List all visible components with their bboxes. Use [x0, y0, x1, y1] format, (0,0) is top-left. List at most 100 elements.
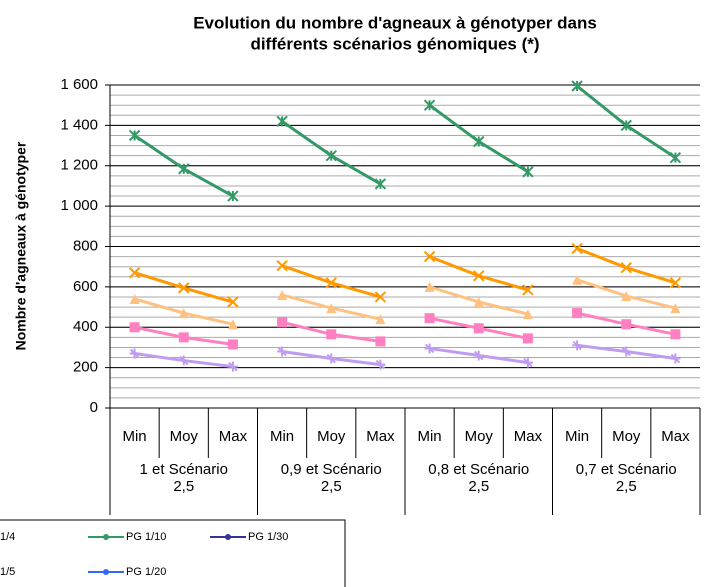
point: [227, 319, 238, 330]
group-label: 2,5: [616, 478, 637, 495]
legend-label: 1/4: [0, 531, 15, 543]
point: [669, 277, 682, 289]
x-tick-label: Min: [565, 428, 589, 445]
point: [571, 80, 583, 92]
point: [276, 115, 288, 128]
point: [129, 293, 140, 304]
point: [424, 313, 435, 324]
point: [473, 135, 485, 148]
legend-label: 1/5: [0, 566, 15, 578]
group-label: 0,8 et Scénario: [428, 461, 529, 478]
group-label: 2,5: [173, 478, 194, 495]
point: [374, 291, 387, 303]
point: [129, 348, 140, 359]
y-tick-label: 400: [73, 318, 98, 335]
point: [277, 289, 288, 300]
point: [670, 303, 681, 314]
point: [620, 119, 632, 132]
x-tick-label: Max: [366, 428, 395, 445]
point: [572, 274, 583, 285]
point: [178, 355, 189, 366]
y-tick-label: 1 200: [60, 157, 98, 174]
point: [621, 346, 632, 357]
point: [424, 281, 435, 292]
point: [473, 323, 484, 334]
point: [326, 353, 337, 364]
point: [326, 303, 337, 314]
point: [522, 309, 533, 320]
point: [473, 297, 484, 308]
x-tick-label: Min: [122, 428, 146, 445]
y-tick-label: 600: [73, 278, 98, 295]
point: [276, 259, 288, 272]
chart-title: différents scénarios génomiques (*): [250, 34, 539, 53]
point: [572, 340, 583, 351]
point: [326, 329, 337, 340]
point: [571, 242, 583, 255]
point: [572, 308, 583, 319]
point: [227, 190, 239, 202]
point: [325, 149, 337, 162]
point: [227, 339, 238, 350]
point: [424, 343, 435, 354]
point: [178, 308, 189, 319]
point: [277, 346, 288, 357]
point: [522, 284, 534, 296]
point: [227, 361, 238, 372]
y-tick-label: 800: [73, 237, 98, 254]
y-tick-label: 1 400: [60, 116, 98, 133]
point: [473, 350, 484, 361]
series-line: [281, 264, 381, 299]
point: [128, 129, 141, 142]
point: [277, 317, 288, 328]
point: [621, 319, 632, 330]
series-line: [429, 255, 529, 292]
legend-label: PG 1/30: [248, 531, 288, 543]
legend-box: [0, 519, 346, 587]
legend-label: PG 1/10: [126, 531, 166, 543]
group-label: 1 et Scénario: [140, 461, 228, 478]
point: [669, 151, 682, 164]
point: [522, 166, 534, 178]
point: [375, 336, 386, 347]
x-tick-label: Min: [270, 428, 294, 445]
point: [473, 270, 485, 282]
point: [178, 163, 190, 175]
x-tick-label: Moy: [317, 428, 346, 445]
series-line: [576, 247, 676, 285]
group-label: 0,9 et Scénario: [281, 461, 382, 478]
point: [128, 267, 141, 279]
point: [227, 296, 239, 308]
legend-marker: [225, 534, 231, 540]
y-tick-label: 0: [90, 399, 98, 416]
point: [621, 290, 632, 301]
group-label: 2,5: [321, 478, 342, 495]
x-tick-label: Max: [661, 428, 690, 445]
point: [374, 178, 387, 190]
point: [423, 99, 436, 111]
y-tick-label: 1 000: [60, 197, 98, 214]
x-tick-label: Min: [417, 428, 441, 445]
point: [522, 357, 533, 368]
point: [522, 333, 533, 344]
point: [670, 329, 681, 340]
point: [178, 282, 190, 294]
legend-marker: [103, 534, 109, 540]
point: [375, 314, 386, 325]
x-tick-label: Moy: [465, 428, 494, 445]
legend-label: PG 1/20: [126, 566, 166, 578]
point: [670, 353, 681, 364]
x-tick-label: Moy: [612, 428, 641, 445]
x-tick-label: Max: [514, 428, 543, 445]
chart-title: Evolution du nombre d'agneaux à génotype…: [193, 13, 597, 32]
legend-marker: [103, 569, 109, 575]
point: [325, 277, 337, 289]
y-tick-label: 200: [73, 359, 98, 376]
x-tick-label: Max: [219, 428, 248, 445]
point: [129, 322, 140, 333]
y-axis-label: Nombre d'agneaux à génotyper: [13, 141, 29, 350]
y-tick-label: 1 600: [60, 76, 98, 93]
point: [423, 250, 436, 263]
